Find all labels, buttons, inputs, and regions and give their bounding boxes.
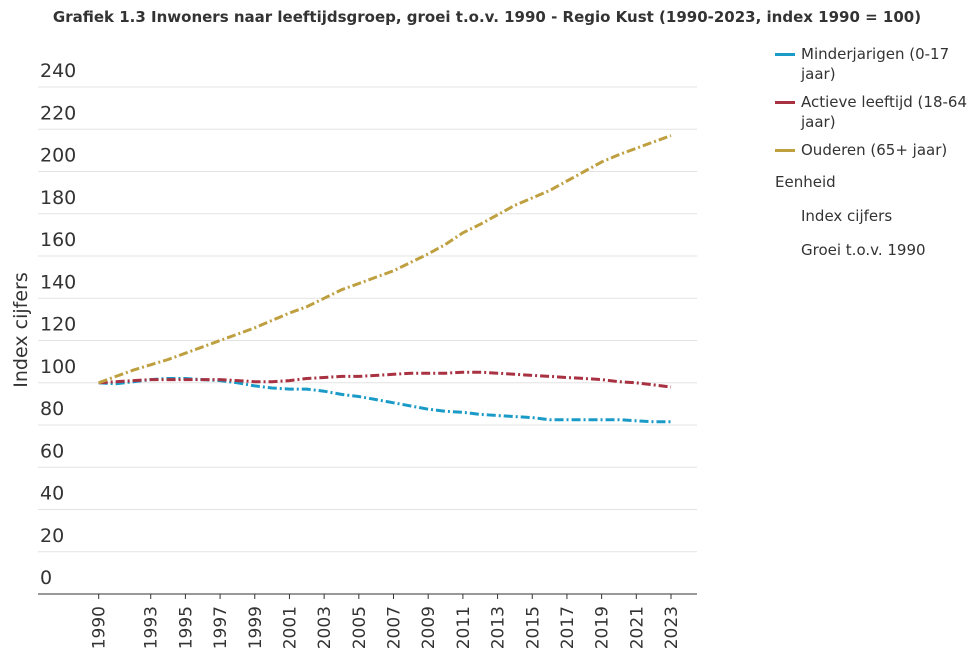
unit-option[interactable]: Index cijfers [801, 207, 893, 225]
x-tick-label: 1997 [211, 606, 231, 649]
y-tick-label: 140 [40, 271, 76, 293]
x-tick-label: 2015 [523, 606, 543, 649]
legend-label: Actieve leeftijd (18-64 jaar) [801, 93, 967, 131]
y-tick-label: 20 [40, 525, 64, 547]
x-tick-label: 2019 [593, 606, 613, 649]
y-tick-label: 80 [40, 398, 64, 420]
legend-item[interactable]: Actieve leeftijd (18-64 jaar) [775, 92, 971, 132]
chart-title: Grafiek 1.3 Inwoners naar leeftijdsgroep… [53, 8, 921, 26]
legend-swatch [775, 101, 795, 104]
unit-option[interactable]: Groei t.o.v. 1990 [801, 241, 926, 259]
x-tick-label: 2001 [280, 606, 300, 649]
x-tick-label: 1995 [176, 606, 196, 649]
series-line [98, 134, 672, 385]
x-tick-label: 2009 [419, 606, 439, 649]
x-tick-label: 2003 [315, 606, 335, 649]
series-line [98, 377, 671, 424]
x-tick-label: 2007 [385, 606, 405, 649]
legend-item[interactable]: Minderjarigen (0-17 jaar) [775, 44, 971, 84]
x-tick-label: 1990 [90, 606, 110, 649]
legend: Minderjarigen (0-17 jaar) Actieve leeftij… [775, 44, 971, 274]
y-tick-label: 200 [40, 145, 76, 167]
legend-swatch [775, 149, 795, 152]
y-tick-label: 240 [40, 60, 76, 82]
y-tick-label: 160 [40, 229, 76, 251]
x-tick-label: 2021 [627, 606, 647, 649]
y-axis-label: Index cijfers [10, 272, 32, 387]
y-tick-label: 60 [40, 440, 64, 462]
x-tick-label: 2017 [558, 606, 578, 649]
x-tick-label: 2011 [454, 606, 474, 649]
legend-swatch [775, 53, 795, 56]
y-tick-label: 220 [40, 102, 76, 124]
legend-item[interactable]: Ouderen (65+ jaar) [775, 140, 971, 160]
x-tick-label: 2005 [350, 606, 370, 649]
x-tick-label: 1999 [246, 606, 266, 649]
y-tick-label: 100 [40, 356, 76, 378]
x-tick-label: 1993 [142, 606, 162, 649]
legend-label: Ouderen (65+ jaar) [801, 141, 948, 159]
y-tick-label: 40 [40, 483, 64, 505]
x-tick-label: 2023 [662, 606, 682, 649]
y-tick-label: 120 [40, 314, 76, 336]
legend-label: Minderjarigen (0-17 jaar) [801, 45, 950, 83]
y-tick-label: 180 [40, 187, 76, 209]
series-line [98, 370, 672, 389]
x-tick-label: 2013 [489, 606, 509, 649]
legend-title: Eenheid [775, 173, 836, 191]
y-tick-label: 0 [40, 567, 52, 589]
